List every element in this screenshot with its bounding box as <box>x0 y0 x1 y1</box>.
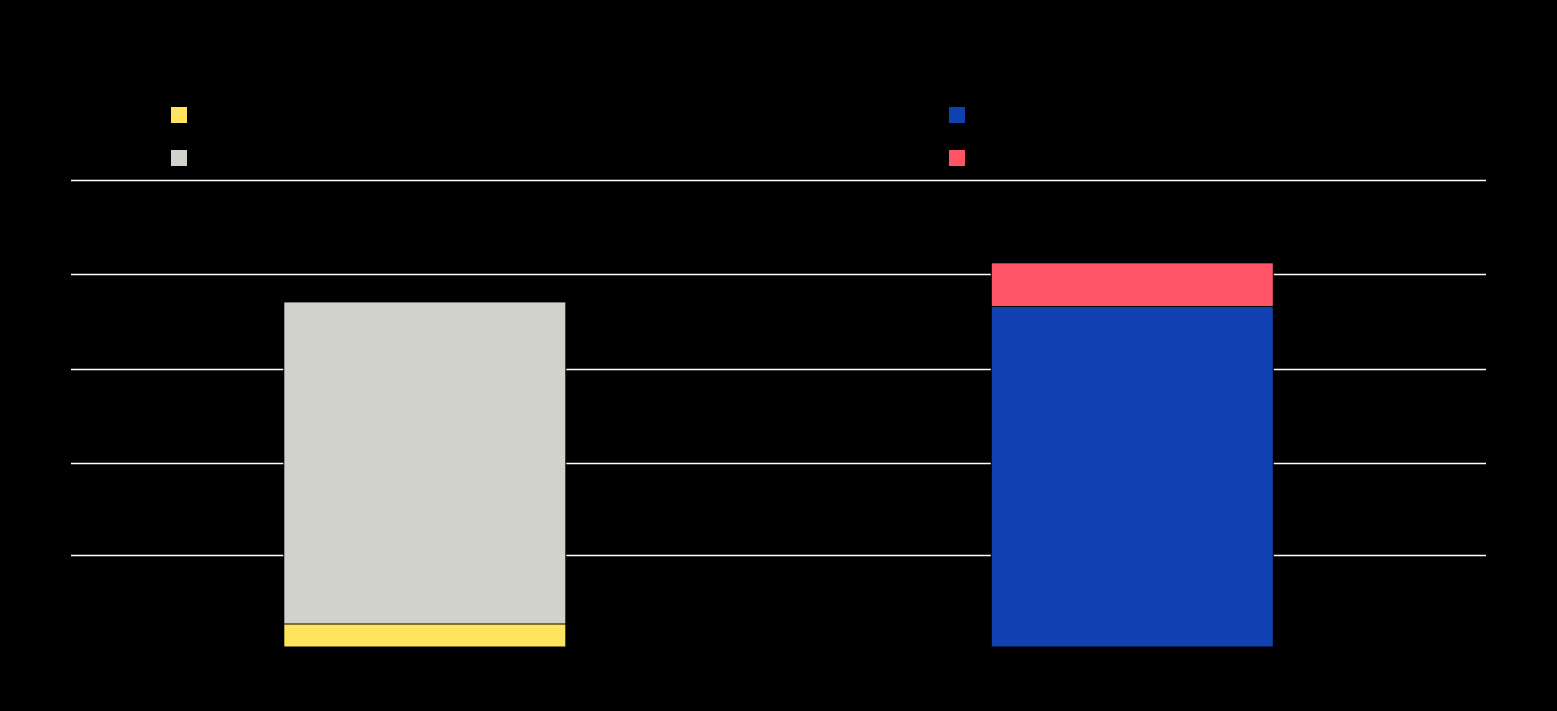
legend <box>171 107 965 166</box>
legend-swatch-1 <box>171 150 187 166</box>
legend-swatch-2 <box>949 107 965 123</box>
legend-item-1[interactable] <box>171 150 187 166</box>
legend-item-2[interactable] <box>949 107 965 123</box>
bar-segment-1-3[interactable] <box>990 262 1274 307</box>
bars <box>283 262 1274 648</box>
legend-swatch-0 <box>171 107 187 123</box>
bar-segment-0-0[interactable] <box>283 623 567 648</box>
bar-segment-1-2[interactable] <box>990 306 1274 648</box>
legend-item-0[interactable] <box>171 107 187 123</box>
legend-swatch-3 <box>949 150 965 166</box>
bar-segment-0-1[interactable] <box>283 301 567 625</box>
legend-item-3[interactable] <box>949 150 965 166</box>
